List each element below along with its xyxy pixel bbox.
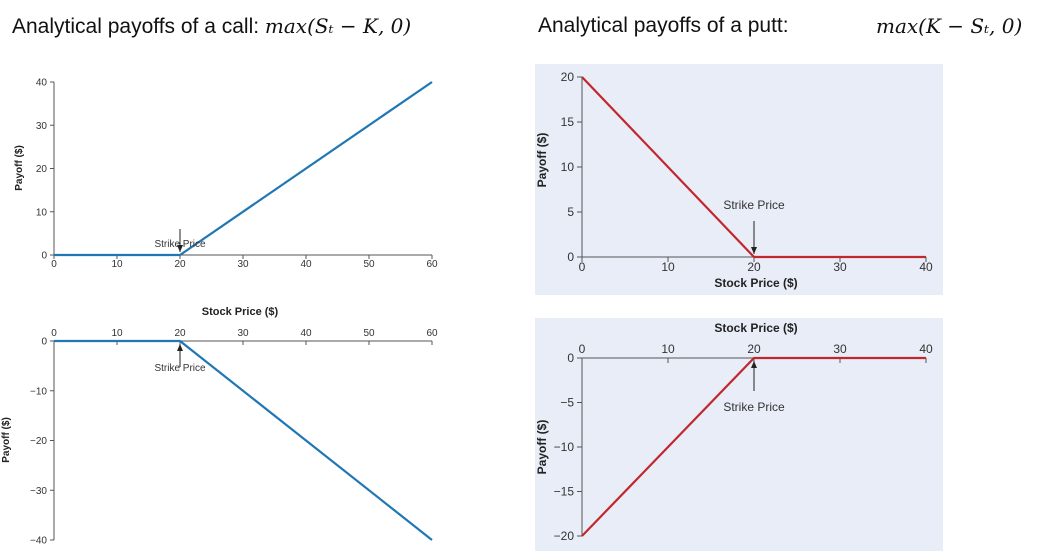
call-heading-text: Analytical payoffs of a call: bbox=[12, 15, 260, 38]
y-tick-label: 0 bbox=[41, 251, 47, 262]
y-tick-label: −20 bbox=[554, 529, 575, 543]
x-tick-label: 60 bbox=[426, 259, 438, 270]
x-tick-label: 40 bbox=[919, 260, 933, 274]
y-tick-label: 10 bbox=[36, 207, 48, 218]
strike-arrow-head bbox=[177, 344, 183, 351]
strike-price-label: Strike Price bbox=[154, 239, 206, 250]
y-tick-label: 20 bbox=[36, 164, 48, 175]
x-tick-label: 30 bbox=[833, 342, 847, 356]
x-axis-label: Stock Price ($) bbox=[714, 276, 797, 290]
x-tick-label: 0 bbox=[579, 260, 586, 274]
x-tick-label: 20 bbox=[174, 328, 186, 339]
strike-arrow-head bbox=[177, 245, 183, 252]
strike-price-label: Strike Price bbox=[723, 400, 785, 414]
x-tick-label: 40 bbox=[919, 342, 933, 356]
payoff-line bbox=[581, 356, 926, 537]
chart-short-put: 0 10 20 30 40 0 −5 −10 −15 −20 Strike Price Stock P… bbox=[535, 318, 943, 551]
x-tick-label: 20 bbox=[747, 342, 761, 356]
plot-background bbox=[535, 318, 943, 551]
x-axis-label: Stock Price ($) bbox=[714, 321, 797, 335]
y-tick-label: −10 bbox=[30, 386, 47, 397]
x-tick-label: 10 bbox=[111, 259, 123, 270]
y-tick-label: −15 bbox=[554, 485, 575, 499]
y-tick-label: 0 bbox=[567, 250, 574, 264]
x-tick-label: 30 bbox=[833, 260, 847, 274]
x-tick-label: 10 bbox=[661, 342, 675, 356]
y-tick-label: 5 bbox=[567, 205, 574, 219]
strike-arrow-head bbox=[751, 361, 757, 368]
y-tick-label: −5 bbox=[560, 396, 574, 410]
y-tick-label: 40 bbox=[36, 78, 48, 89]
x-tick-label: 40 bbox=[300, 328, 312, 339]
chart-short-call: 0 10 20 30 40 50 60 0 −10 −20 −30 −40 Strike Price Pa… bbox=[1, 328, 438, 547]
x-tick-label: 20 bbox=[174, 259, 186, 270]
put-heading-text: Analytical payoffs of a putt: bbox=[538, 14, 789, 37]
x-tick-label: 0 bbox=[51, 259, 57, 270]
x-tick-label: 50 bbox=[363, 328, 375, 339]
x-tick-label: 10 bbox=[661, 260, 675, 274]
put-heading: Analytical payoffs of a putt: bbox=[538, 14, 789, 38]
chart-long-call: 0 10 20 30 40 50 60 0 10 20 30 40 Strike Price Stock … bbox=[14, 78, 438, 319]
y-tick-label: 15 bbox=[561, 115, 575, 129]
x-tick-label: 40 bbox=[300, 259, 312, 270]
x-tick-label: 20 bbox=[747, 260, 761, 274]
y-tick-label: −40 bbox=[30, 536, 47, 547]
y-axis-label: Payoff ($) bbox=[14, 145, 25, 191]
y-tick-label: 30 bbox=[36, 121, 48, 132]
y-axis-label: Payoff ($) bbox=[535, 420, 549, 475]
x-tick-label: 50 bbox=[363, 259, 375, 270]
payoff-line bbox=[581, 76, 926, 259]
y-axis-label: Payoff ($) bbox=[535, 133, 549, 188]
y-tick-label: 0 bbox=[41, 337, 47, 348]
chart-long-put: 0 10 20 30 40 0 5 10 15 20 Strike Price Stock Price… bbox=[535, 64, 943, 295]
payoff-line bbox=[54, 339, 433, 541]
call-formula: max(Sₜ − K, 0) bbox=[264, 14, 412, 38]
x-tick-label: 0 bbox=[579, 342, 586, 356]
strike-price-label: Strike Price bbox=[723, 198, 785, 212]
y-tick-label: 0 bbox=[567, 351, 574, 365]
y-tick-label: −30 bbox=[30, 486, 47, 497]
strike-price-label: Strike Price bbox=[154, 363, 206, 374]
x-tick-label: 10 bbox=[111, 328, 123, 339]
x-tick-label: 30 bbox=[237, 259, 249, 270]
y-tick-label: 10 bbox=[561, 160, 575, 174]
plot-background bbox=[535, 64, 943, 295]
y-tick-label: −20 bbox=[30, 436, 47, 447]
x-axis-label: Stock Price ($) bbox=[202, 306, 279, 318]
strike-arrow-head bbox=[751, 247, 757, 254]
x-tick-label: 30 bbox=[237, 328, 249, 339]
payoff-line bbox=[54, 81, 433, 257]
y-tick-label: −10 bbox=[554, 440, 575, 454]
y-axis-label: Payoff ($) bbox=[1, 417, 12, 463]
x-tick-label: 60 bbox=[426, 328, 438, 339]
put-formula: max(K − Sₜ, 0) bbox=[876, 14, 1023, 38]
call-heading: Analytical payoffs of a call: max(Sₜ − K… bbox=[12, 14, 411, 39]
x-tick-label: 0 bbox=[51, 328, 57, 339]
y-tick-label: 20 bbox=[561, 70, 575, 84]
